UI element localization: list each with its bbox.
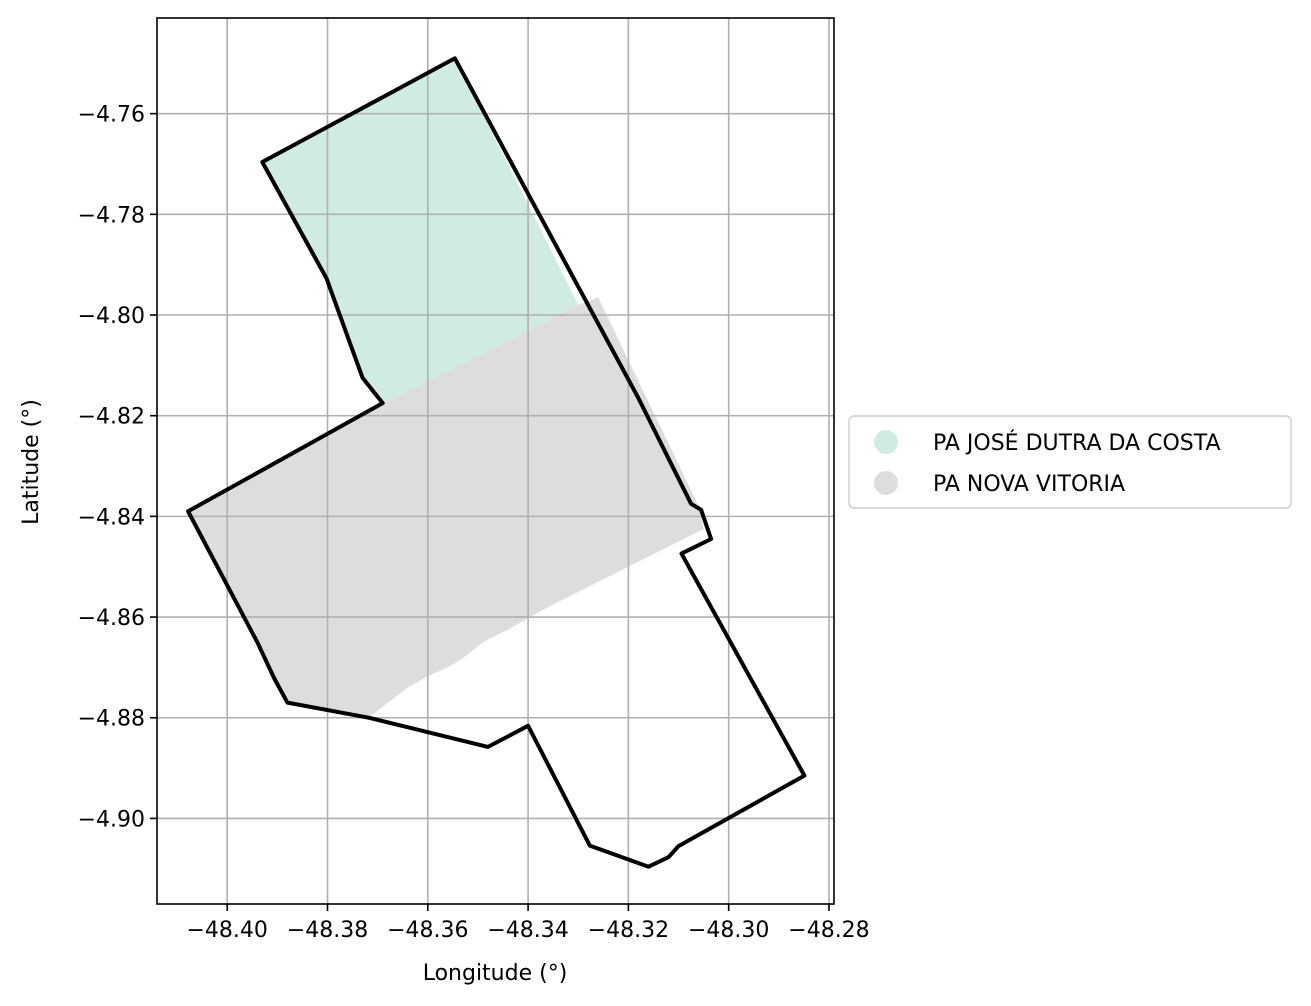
plot-frame (156, 17, 835, 905)
x-tick-label: −48.40 (186, 918, 267, 943)
region-pa-nova-vitoria (188, 297, 704, 718)
y-axis-title: Latitude (°) (19, 399, 44, 525)
x-tick-label: −48.34 (487, 918, 568, 943)
legend-box (848, 415, 1292, 509)
y-tick-label: −4.82 (78, 405, 145, 430)
y-tick-label: −4.84 (78, 505, 145, 530)
legend-marker-nova-vitoria (874, 471, 898, 495)
x-axis-title: Longitude (°) (423, 961, 568, 986)
x-tick-label: −48.30 (688, 918, 769, 943)
y-tick-label: −4.86 (78, 606, 145, 631)
legend: PA JOSÉ DUTRA DA COSTA PA NOVA VITORIA (848, 415, 1292, 509)
y-tick-label: −4.76 (78, 103, 145, 128)
legend-marker-jose-dutra (874, 430, 898, 454)
x-tick-label: −48.36 (387, 918, 468, 943)
y-axis: −4.76 −4.78 −4.80 −4.82 −4.84 −4.86 −4.88 −4.90 (78, 103, 157, 832)
legend-label-nova-vitoria: PA NOVA VITORIA (933, 472, 1125, 497)
x-axis: −48.40 −48.38 −48.36 −48.34 −48.32 −48.30 −48.… (186, 904, 870, 943)
legend-label-jose-dutra: PA JOSÉ DUTRA DA COSTA (933, 430, 1221, 456)
settlement-boundary (186, 56, 807, 869)
y-tick-label: −4.90 (78, 807, 145, 832)
x-tick-label: −48.32 (588, 918, 669, 943)
x-tick-label: −48.28 (788, 918, 869, 943)
y-tick-label: −4.78 (78, 203, 145, 228)
y-tick-label: −4.80 (78, 304, 145, 329)
boundary-layer (186, 56, 807, 869)
grid-layer (157, 18, 834, 904)
x-tick-label: −48.38 (287, 918, 368, 943)
y-tick-label: −4.88 (78, 707, 145, 732)
